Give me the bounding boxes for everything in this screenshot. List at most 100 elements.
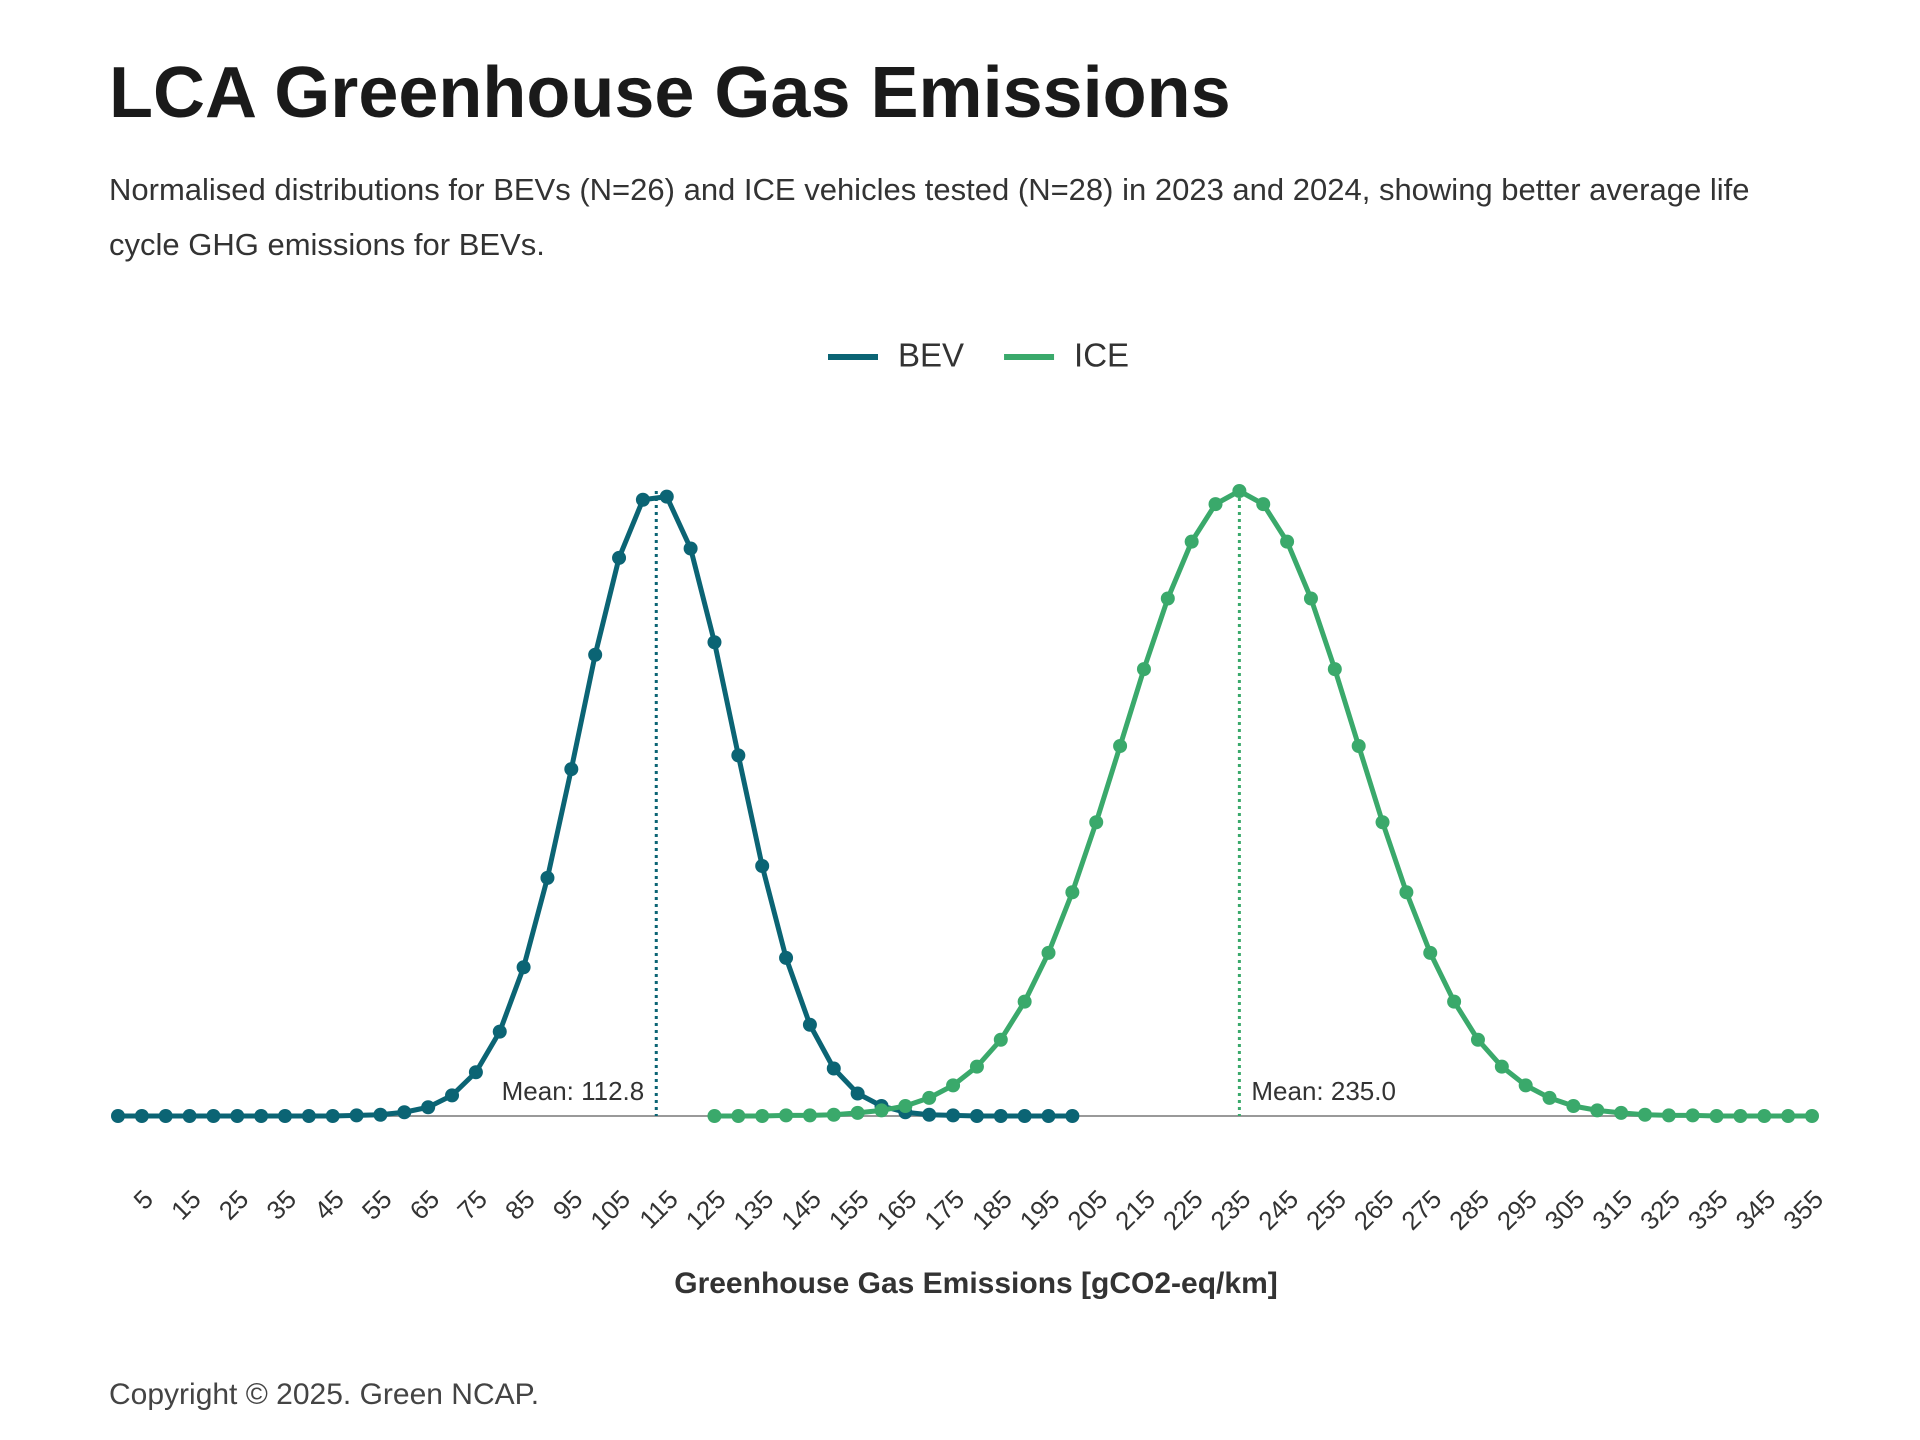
data-point [588,647,603,662]
data-point [779,950,794,965]
x-tick-label: 265 [1348,1184,1400,1236]
data-point [731,748,746,763]
data-point [707,635,722,650]
x-tick-label: 155 [823,1184,875,1236]
x-tick-label: 5 [128,1184,159,1215]
data-point [206,1109,221,1123]
x-tick-label: 165 [871,1184,923,1236]
data-point [1065,1109,1080,1123]
data-point [111,1109,125,1123]
data-point [301,1109,316,1123]
data-point [635,492,650,507]
data-point [1089,815,1104,830]
data-point [993,1032,1008,1047]
chart-subtitle: Normalised distributions for BEVs (N=26)… [109,172,1750,262]
data-point [922,1107,937,1122]
x-axis-title: Greenhouse Gas Emissions [gCO2-eq/km] [674,1267,1278,1300]
data-point [397,1105,412,1120]
data-point [1494,1059,1509,1074]
data-point [1351,739,1366,753]
data-point [1637,1107,1652,1122]
data-point [802,1017,817,1032]
data-point [445,1088,460,1103]
x-tick-label: 135 [727,1184,779,1236]
data-point [134,1109,149,1123]
data-point [946,1108,961,1123]
data-point [874,1103,889,1118]
data-point [540,870,555,885]
data-point [1041,945,1056,960]
copyright: Copyright © 2025. Green NCAP. [109,1378,540,1411]
x-tick-label: 335 [1682,1184,1734,1236]
data-point [492,1024,507,1039]
data-point [1280,534,1295,549]
data-point [922,1090,937,1105]
x-tick-label: 295 [1491,1184,1543,1236]
data-point [230,1109,245,1123]
data-point [1184,534,1199,549]
x-tick-label: 185 [966,1184,1018,1236]
data-point [826,1061,841,1076]
data-point [612,550,627,565]
data-point [158,1109,173,1123]
x-tick-label: 195 [1014,1184,1066,1236]
data-point [254,1109,269,1123]
data-point [779,1108,794,1123]
x-tick-label: 85 [499,1184,541,1226]
x-tick-label: 95 [547,1184,589,1226]
data-point [421,1100,436,1115]
data-point [1685,1108,1700,1123]
data-point [826,1107,841,1122]
data-point [325,1109,340,1123]
data-point [755,1109,770,1123]
x-tick-label: 115 [633,1184,684,1235]
data-point [1614,1105,1629,1120]
data-point [1017,1109,1032,1123]
data-point [1375,815,1390,830]
data-point [1518,1078,1533,1093]
mean-label: Mean: 235.0 [1251,1076,1396,1106]
data-point [1327,662,1342,677]
series-line [118,494,1073,1119]
data-point [1781,1109,1796,1123]
data-point [683,541,698,556]
data-point [993,1109,1008,1123]
x-tick-label: 355 [1777,1184,1829,1236]
data-point [1733,1109,1748,1123]
data-point [731,1109,746,1123]
x-tick-label: 315 [1586,1184,1638,1236]
x-tick-label: 225 [1157,1184,1209,1236]
data-point [946,1078,961,1093]
x-tick-label: 345 [1729,1184,1781,1236]
data-point [1160,591,1175,606]
x-tick-label: 15 [165,1184,207,1226]
x-tick-label: 125 [680,1184,732,1236]
x-tick-label: 75 [451,1184,493,1226]
data-point [349,1108,364,1123]
x-tick-label: 45 [308,1184,350,1226]
data-point [1232,484,1247,498]
x-tick-label: 175 [918,1184,970,1236]
x-tick-label: 205 [1061,1184,1113,1236]
data-point [755,859,770,873]
data-point [969,1109,984,1123]
x-tick-label: 145 [775,1184,827,1236]
data-point [898,1099,913,1113]
x-tick-label: 55 [356,1184,398,1226]
x-tick-label: 105 [584,1184,636,1236]
data-point [1590,1103,1605,1118]
data-point [1566,1099,1581,1113]
data-point [850,1105,865,1120]
series-line [714,488,1812,1119]
x-tick-label: 275 [1395,1184,1447,1236]
x-tick-label: 285 [1443,1184,1495,1236]
data-point [1136,662,1151,677]
data-point [516,960,531,975]
data-point [1423,945,1438,960]
x-tick-label: 325 [1634,1184,1686,1236]
data-point [1542,1090,1557,1105]
data-point [1447,994,1462,1009]
data-point [1709,1109,1724,1123]
